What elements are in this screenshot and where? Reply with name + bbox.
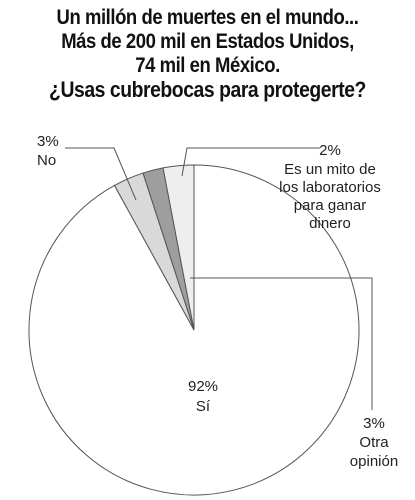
slice-label-si: Sí bbox=[196, 398, 211, 415]
slice-pct-si: 92% bbox=[188, 378, 218, 395]
leader-line-otra bbox=[190, 277, 373, 410]
slice-label-mito-4: dinero bbox=[309, 215, 351, 232]
slice-label-mito-2: los laboratorios bbox=[279, 179, 381, 196]
slice-label-otra-2: opinión bbox=[350, 453, 398, 470]
slice-label-otra-1: Otra bbox=[359, 434, 389, 451]
pie-slices bbox=[28, 164, 360, 496]
slice-otra bbox=[162, 164, 195, 331]
leader-line-no bbox=[65, 147, 137, 201]
title-line-2: Más de 200 mil en Estados Unidos, bbox=[61, 30, 354, 53]
slice-label-mito-3: para ganar bbox=[294, 197, 367, 214]
slice-label-no: No bbox=[37, 152, 56, 169]
leader-lines bbox=[65, 147, 373, 410]
slice-pct-mito: 2% bbox=[319, 142, 341, 159]
title-line-3: 74 mil en México. bbox=[135, 54, 280, 77]
title-line-4: ¿Usas cubrebocas para protegerte? bbox=[49, 77, 366, 102]
slice-label-mito-1: Es un mito de bbox=[284, 161, 376, 178]
leader-line-mito bbox=[181, 147, 320, 177]
title-line-1: Un millón de muertes en el mundo... bbox=[56, 6, 359, 29]
chart-title: Un millón de muertes en el mundo... Más … bbox=[0, 6, 415, 102]
slice-pct-no: 3% bbox=[37, 133, 59, 150]
slice-pct-otra: 3% bbox=[363, 415, 385, 432]
